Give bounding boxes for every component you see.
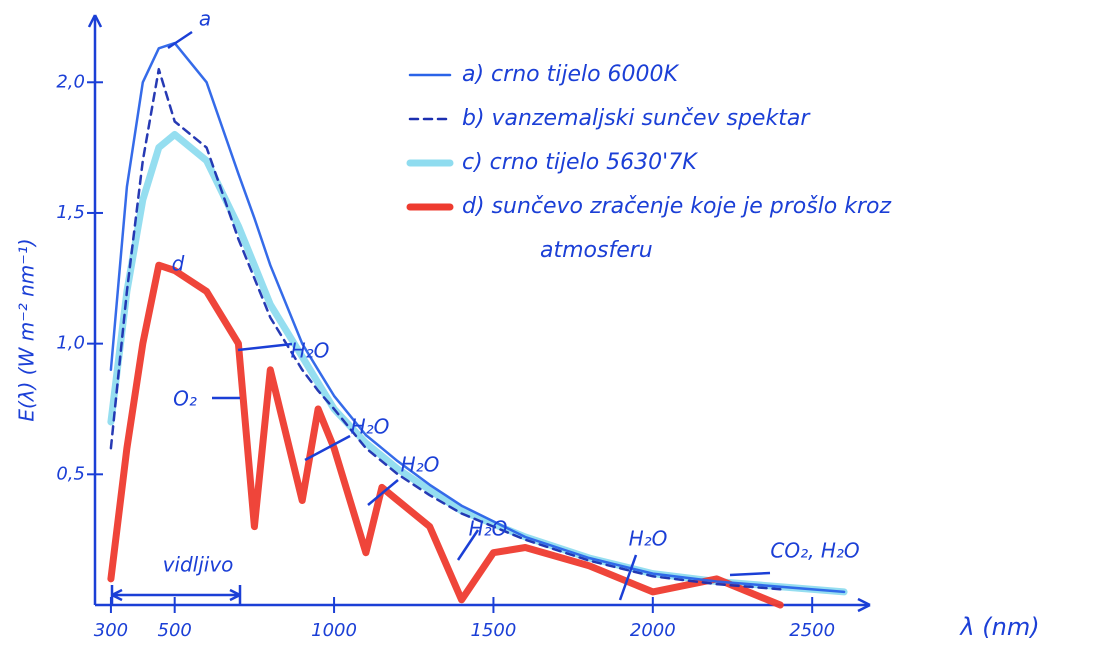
y-tick-label: 1,0: [56, 333, 85, 354]
x-tick-label: 2000: [630, 620, 676, 641]
legend-label: b) vanzemaljski sunčev spektar: [462, 106, 811, 131]
annotation-pointer: [238, 344, 292, 350]
y-axis-label: E(λ) (W m⁻² nm⁻¹): [15, 238, 39, 421]
annotation: CO₂, H₂O: [770, 539, 859, 563]
visible-range: [112, 585, 240, 605]
y-tick-label: 2,0: [56, 71, 85, 92]
x-axis-label: λ (nm): [958, 613, 1039, 641]
annotation: H₂O: [629, 527, 668, 551]
chart: λ (nm) E(λ) (W m⁻² nm⁻¹) 300 500 1000 1500 2…: [0, 0, 1110, 665]
x-tick-label: 500: [158, 620, 192, 641]
annotation-pointer: [730, 573, 770, 575]
annotation-pointer: [168, 32, 192, 48]
annotation: H₂O: [351, 415, 390, 439]
annotation: H₂O: [401, 453, 440, 477]
annotation: a: [199, 7, 211, 31]
x-tick-label: 2500: [789, 620, 835, 641]
annotation: d: [172, 252, 185, 276]
annotation: vidljivo: [163, 553, 234, 577]
legend-label: a) crno tijelo 6000K: [462, 62, 680, 87]
annotation: H₂O: [291, 339, 330, 363]
annotation: O₂: [173, 387, 197, 411]
x-tick-label: 300: [94, 620, 128, 641]
y-tick-label: 0,5: [56, 463, 85, 484]
x-tick-label: 1000: [311, 620, 357, 641]
series-line: [111, 69, 780, 589]
legend-label: c) crno tijelo 5630'7K: [462, 150, 698, 175]
y-tick-label: 1,5: [56, 202, 85, 223]
x-tick-label: 1500: [471, 620, 517, 641]
